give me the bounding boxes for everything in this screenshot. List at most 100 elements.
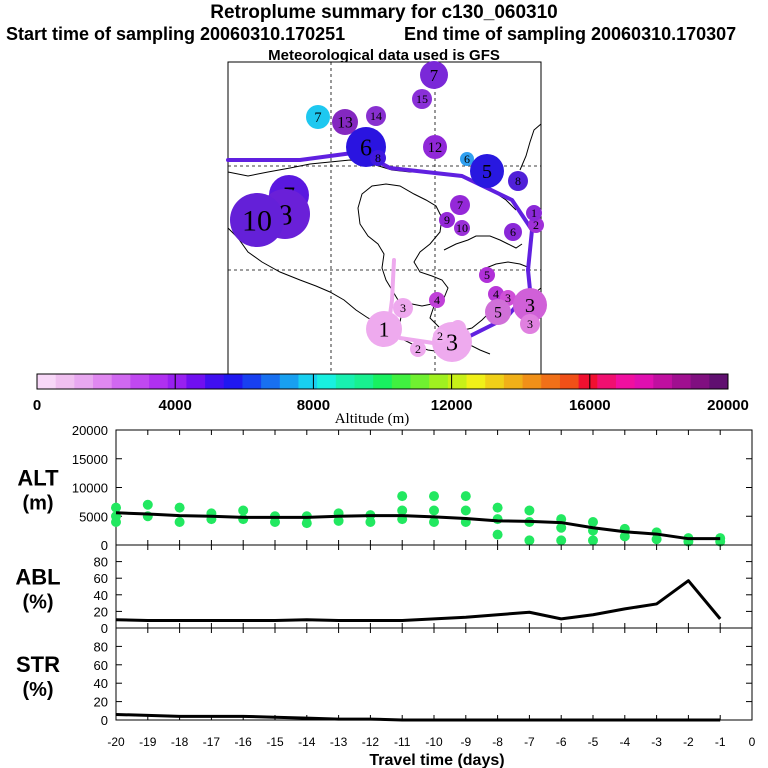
x-tick-label: -3 [651,735,662,749]
panel-unit: (%) [22,592,53,614]
alt-point [651,534,662,545]
map-marker: 3 [520,314,540,334]
colorbar-swatch [205,374,225,389]
map-marker-label: 1 [531,206,537,220]
map-marker: 13 [332,109,358,135]
panel-str: 0 20 40 60 80 STR(%) [16,627,753,728]
colorbar-swatch [37,374,57,389]
time-series-panels: 05000100001500020000ALT(m)020406080ABL(%… [15,423,755,749]
y-tick-label: 20 [94,604,108,619]
alt-point [524,505,535,516]
map-marker-label: 10 [456,221,468,235]
map-marker-circle [366,106,386,126]
x-tick-label: -6 [556,735,567,749]
map-marker-label: 3 [527,317,533,331]
map-marker-circle [366,311,402,347]
map-marker: 1 [366,311,402,347]
colorbar-swatch [261,374,281,389]
x-tick-label: -2 [683,735,694,749]
colorbar-swatch [615,374,636,389]
map-marker-circle [420,61,448,89]
map-marker-circle [412,89,432,109]
colorbar-swatch [410,374,430,389]
panel-frame [115,627,753,721]
panel-unit: (m) [22,493,53,515]
x-tick-label: -16 [235,735,253,749]
map-marker-label: 10 [242,205,272,238]
colorbar-axis-label: Altitude (m) [335,411,410,427]
map-marker-label: 3 [400,301,406,315]
colorbar-swatch [447,374,467,389]
map-marker-circle [470,154,504,188]
alt-point [333,515,344,526]
alt-point [429,491,439,502]
x-tick-label: -15 [266,735,284,749]
map-marker-circle [423,135,447,159]
map-marker-label: 15 [416,92,428,106]
map-marker-circle [485,299,511,325]
series-line-str [115,712,721,722]
map-marker-label: 1 [379,318,390,342]
map-marker: 3 [393,298,413,318]
alt-point [397,491,408,502]
trajectory-map: 715713146128658781079106215443353312232 [226,61,547,375]
colorbar-swatch [279,374,299,389]
panel-title: STR [16,652,60,677]
panel-title: ABL [15,565,60,590]
colorbar-swatch [74,374,94,389]
map-markers: 715713146128658781079106215443353312232 [230,61,547,362]
map-marker-circle [479,267,495,283]
alt-point [365,517,376,527]
y-tick-label: 80 [94,555,108,570]
y-tick-label: 5000 [79,509,108,524]
alt-point [429,517,439,527]
alt-point [492,529,503,540]
map-marker-circle [410,341,426,357]
y-tick-label: 20000 [72,423,108,438]
panel-unit: (%) [22,679,53,701]
chart-title: Retroplume summary for c130_060310 [210,2,558,23]
alt-point [238,514,249,525]
colorbar-swatch [485,374,505,389]
colorbar-swatch [709,374,729,389]
map-marker-label: 13 [337,114,353,131]
colorbar-swatch [298,374,318,389]
y-tick-label: 60 [94,571,108,586]
map-marker: 5 [479,267,495,283]
colorbar-swatch [111,374,131,389]
map-marker-circle [508,171,528,191]
x-tick-label: -7 [524,735,535,749]
alt-point [460,491,471,502]
colorbar-swatch [541,374,561,389]
alt-point [460,505,471,516]
y-tick-label: 80 [94,639,108,654]
map-marker-label: 12 [428,140,442,156]
alt-point [301,518,312,529]
colorbar-swatch [167,374,187,389]
map-marker-label: 9 [444,213,450,227]
colorbar-swatch [634,374,654,389]
map-marker: 4 [429,292,445,308]
x-tick-label: -13 [330,735,348,749]
colorbar-tick-label: 8000 [297,397,330,414]
colorbar-swatch [373,374,393,389]
map-marker-label: 6 [510,225,516,239]
colorbar-swatch [335,374,355,389]
x-tick-label: -20 [107,735,125,749]
map-marker: 6 [460,152,474,166]
x-tick-label: -14 [298,735,316,749]
map-marker: 15 [412,89,432,109]
map-marker-circle [393,298,413,318]
map-marker: 5 [485,299,511,325]
alt-point [429,505,439,516]
colorbar-swatch [354,374,374,389]
map-marker: 8 [508,171,528,191]
map-marker-circle [230,193,284,247]
colorbar-swatch [466,374,486,389]
map-marker-label: 2 [415,342,421,356]
map-marker-circle [332,109,358,135]
sampling-times: Start time of sampling 20060310.170251 E… [6,24,768,45]
map-marker-circle [528,217,544,233]
alt-point [174,502,185,513]
met-data-label: Meteorological data used is GFS [268,47,500,64]
